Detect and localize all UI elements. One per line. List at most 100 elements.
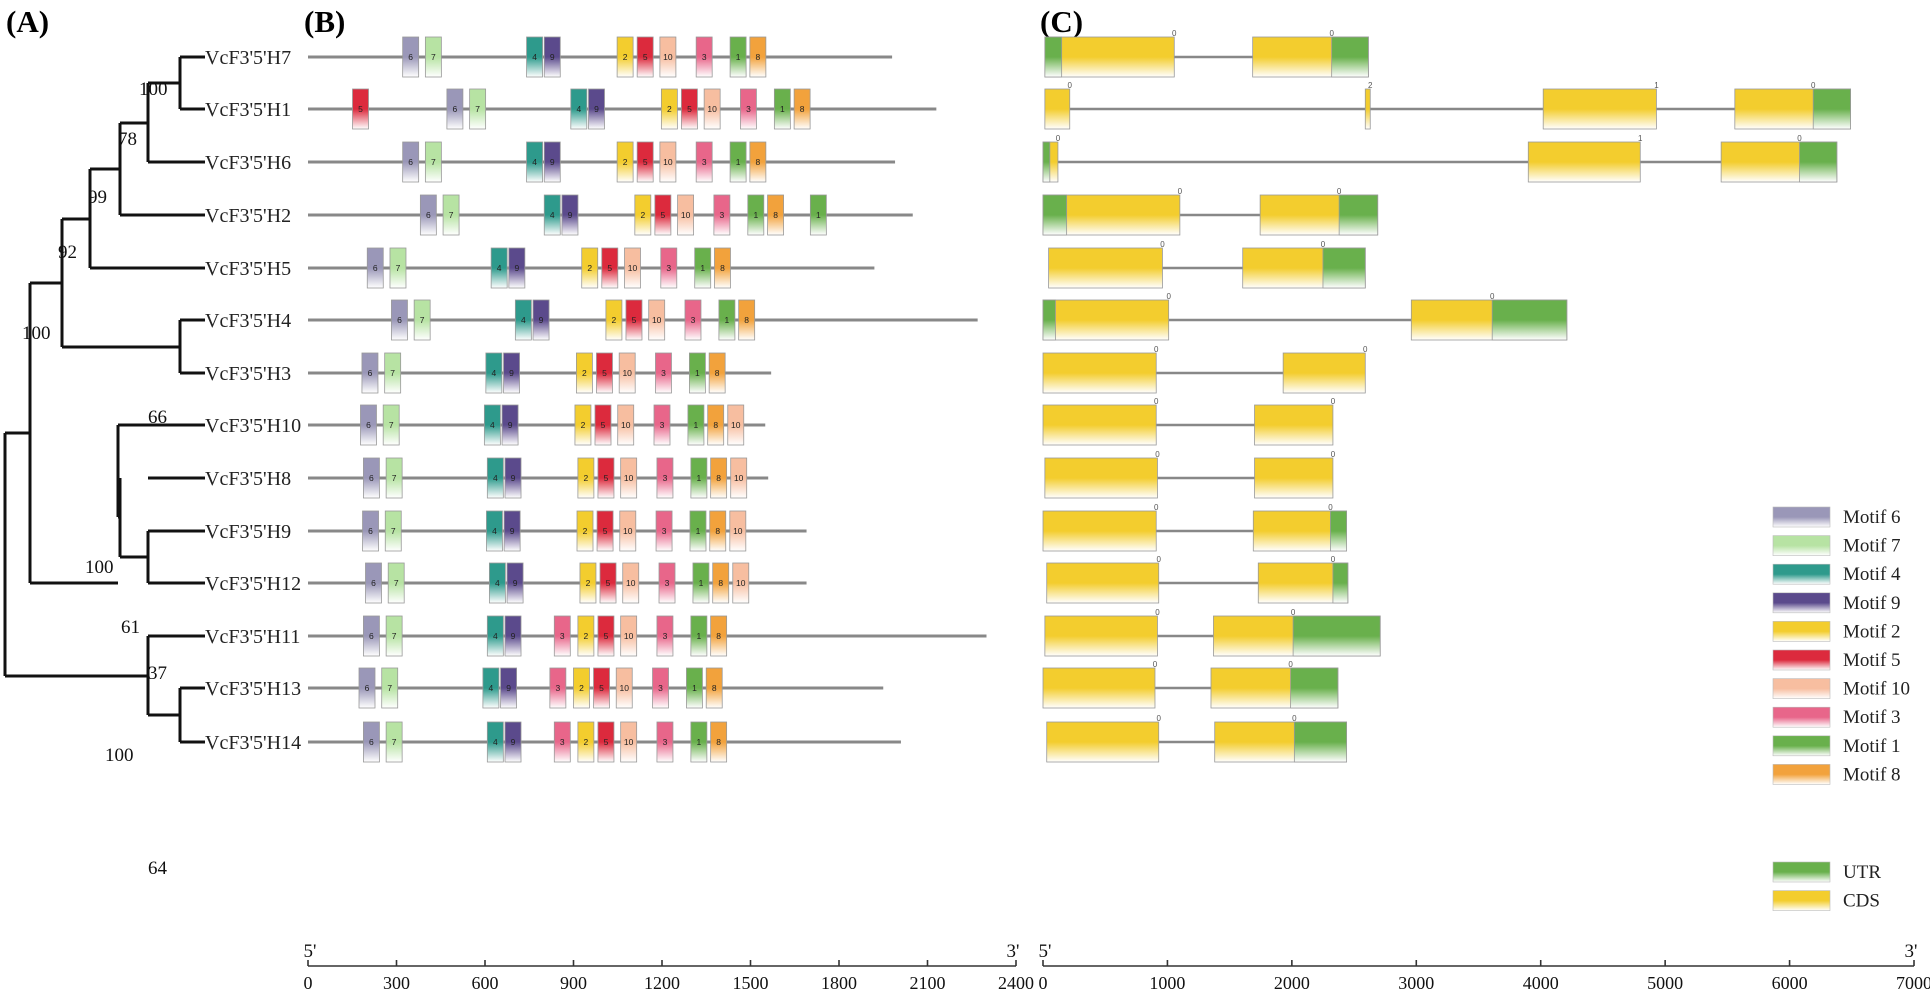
motif-box [619,510,637,552]
axis-three-prime-label: 3' [1905,941,1918,962]
motif-box [654,194,672,236]
motif-number: 4 [532,157,537,167]
motif-number: 10 [733,526,743,536]
intron-phase: 0 [1811,81,1816,90]
motif-number: 8 [716,473,721,483]
motif-box [705,667,723,709]
axis-tick-label: 1500 [733,973,769,993]
motif-box [363,721,380,763]
motif-box [594,404,612,446]
gene-label: VcF3'5'H8 [205,468,291,490]
motif-number: 3 [560,737,565,747]
motif-number: 9 [513,578,518,588]
utr-block [1293,721,1348,763]
motif-box [543,36,561,78]
motif-box [749,36,767,78]
motif-box [363,457,380,499]
intron-phase: 0 [1288,660,1293,669]
motif-number: 1 [736,52,741,62]
utr-block [1338,194,1379,236]
motif-box [561,194,579,236]
motif-box [486,457,504,499]
motif-number: 6 [408,52,413,62]
motif-box [690,615,708,657]
motif-row: 6 7 4 9 2 5 10 3 1 8 [308,299,978,341]
bootstrap-label: 61 [121,617,140,638]
motif-number: 2 [584,737,589,747]
motif-box [402,141,420,183]
gene-labels: VcF3'5'H7 VcF3'5'H1 VcF3'5'H6 VcF3'5'H2 VcF3… [205,47,301,754]
structure-scale-axis: 0 1000 2000 3000 4000 5000 6000 7000 5' 3' [1039,941,1930,993]
cds-block [1044,615,1158,657]
motif-number: 10 [628,263,638,273]
motif-number: 9 [511,473,516,483]
motif-number: 4 [490,420,495,430]
motif-number: 5 [604,631,609,641]
motif-box [526,141,543,183]
motif-panel: 6 7 4 9 2 5 10 3 1 85 6 7 4 9 2 5 10 3 1 86 7 4 9 2 5 10 3 1 86 7 4 9 2 5… [308,36,987,763]
motif-box [573,667,590,709]
motif-number: 4 [497,263,502,273]
motif-number: 2 [583,526,588,536]
motif-box [577,721,595,763]
motif-number: 8 [716,737,721,747]
intron-phase: 1 [1638,134,1643,143]
intron-phase: 0 [1328,503,1333,512]
motif-box [659,141,677,183]
motif-number: 10 [624,631,634,641]
motif-box [620,721,638,763]
axis-tick-label: 300 [383,973,410,993]
legend-label: Motif 9 [1843,593,1901,614]
motif-number: 5 [604,737,609,747]
motif-number: 5 [643,157,648,167]
motif-box [381,667,399,709]
motif-box [485,352,503,394]
cds-block [1542,88,1657,130]
motif-box [483,404,501,446]
utr-block [1799,141,1838,183]
motif-box [636,141,654,183]
motif-row: 6 7 4 9 2 5 10 3 1 8 10 [308,404,766,446]
motif-box [360,404,377,446]
motif-box [710,457,728,499]
motif-box [446,88,464,130]
cds-block [1282,352,1366,394]
motif-number: 10 [707,104,717,114]
motif-number: 2 [579,683,584,693]
motif-number: 6 [373,263,378,273]
motif-number: 3 [662,526,667,536]
motif-box [576,352,593,394]
intron-phase: 0 [1321,240,1326,249]
motif-box [620,615,638,657]
motif-number: 9 [506,683,511,693]
gene-label: VcF3'5'H5 [205,258,291,280]
intron-phase: 0 [1331,450,1336,459]
motif-box [793,88,811,130]
intron-phase: 0 [1292,714,1297,723]
cds-block [1046,721,1160,763]
legend-swatch [1772,621,1831,642]
motif-row: 5 6 7 4 9 2 5 10 3 1 8 [308,88,937,130]
motif-number: 9 [514,263,519,273]
motif-number: 2 [584,631,589,641]
motif-number: 6 [408,157,413,167]
legend-swatch [1772,535,1831,556]
motif-box [361,352,379,394]
motif-number: 4 [492,526,497,536]
utr-block [1042,141,1051,183]
motif-box [543,141,561,183]
motif-number: 6 [369,737,374,747]
motif-box [622,562,640,604]
intron-phase: 0 [1155,608,1160,617]
gene-label: VcF3'5'H7 [205,47,291,69]
motif-number: 3 [665,578,670,588]
motif-box [605,299,623,341]
motif-number: 7 [392,631,397,641]
motif-box [695,36,713,78]
motif-number: 9 [550,52,555,62]
axis-tick-label: 1200 [644,973,680,993]
motif-number: 8 [715,526,720,536]
